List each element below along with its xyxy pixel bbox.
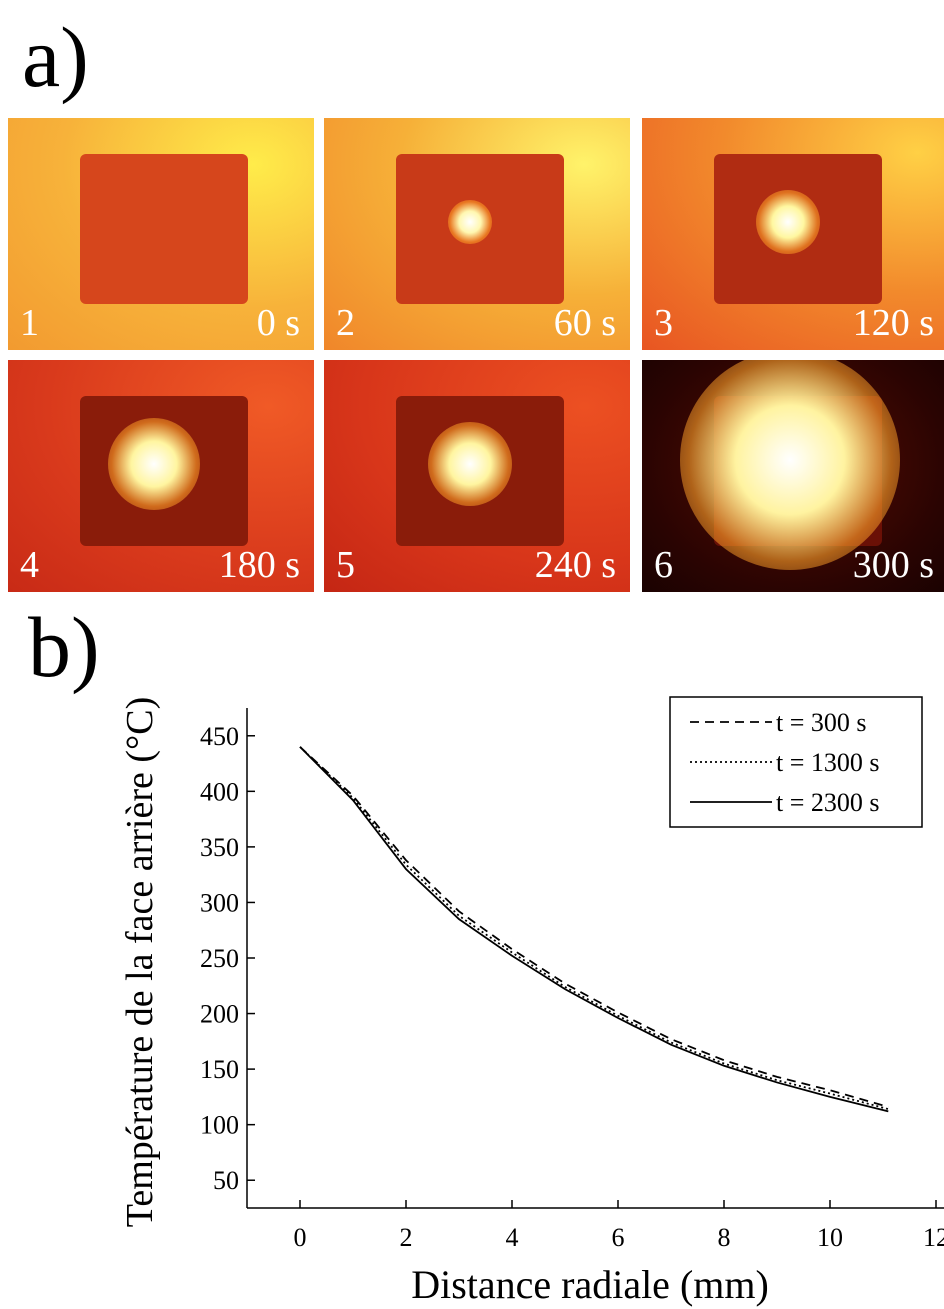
hot-spot	[680, 360, 900, 570]
sample-plate	[80, 154, 248, 304]
x-tick-label: 4	[506, 1223, 519, 1252]
panel-label: b)	[28, 599, 100, 695]
data-line	[299, 746, 889, 1110]
thermal-image: 4 180 s	[8, 360, 314, 592]
hot-spot	[108, 418, 200, 510]
image-time: 300 s	[852, 544, 934, 586]
x-tick-label: 6	[612, 1223, 625, 1252]
image-time: 120 s	[852, 302, 934, 344]
x-tick-label: 8	[718, 1223, 731, 1252]
image-time: 0 s	[256, 302, 300, 344]
thermal-image: 1 0 s	[8, 118, 314, 350]
x-tick-label: 10	[817, 1223, 843, 1252]
x-axis-label: Distance radiale (mm)	[411, 1262, 769, 1307]
y-tick-label: 100	[200, 1111, 239, 1140]
image-number: 1	[20, 302, 39, 344]
data-line	[299, 746, 889, 1108]
data-line	[299, 746, 889, 1113]
hot-spot	[756, 190, 820, 254]
image-number: 4	[20, 544, 39, 586]
image-number: 6	[654, 544, 673, 586]
y-tick-label: 200	[200, 1000, 239, 1029]
y-tick-label: 250	[200, 944, 239, 973]
hot-spot	[428, 422, 512, 506]
y-tick-label: 300	[200, 888, 239, 917]
x-tick-label: 0	[294, 1223, 307, 1252]
image-time: 240 s	[534, 544, 616, 586]
thermal-image: 2 60 s	[324, 118, 630, 350]
image-time: 60 s	[553, 302, 616, 344]
y-tick-label: 50	[213, 1166, 239, 1195]
y-tick-label: 150	[200, 1055, 239, 1084]
legend-label: t = 2300 s	[776, 788, 880, 817]
thermal-image: 5 240 s	[324, 360, 630, 592]
thermal-image: 6 300 s	[642, 360, 944, 592]
image-time: 180 s	[218, 544, 300, 586]
legend-label: t = 1300 s	[776, 748, 880, 777]
x-tick-label: 12	[923, 1223, 944, 1252]
image-number: 2	[336, 302, 355, 344]
x-tick-label: 2	[400, 1223, 413, 1252]
legend-label: t = 300 s	[776, 708, 867, 737]
thermal-image: 3 120 s	[642, 118, 944, 350]
image-number: 5	[336, 544, 355, 586]
y-axis-label: Température de la face arrière (°C)	[119, 697, 161, 1227]
image-number: 3	[654, 302, 673, 344]
y-tick-label: 400	[200, 777, 239, 806]
y-tick-label: 450	[200, 722, 239, 751]
y-tick-label: 350	[200, 833, 239, 862]
panel-label: a)	[22, 9, 89, 105]
hot-spot	[448, 200, 492, 244]
